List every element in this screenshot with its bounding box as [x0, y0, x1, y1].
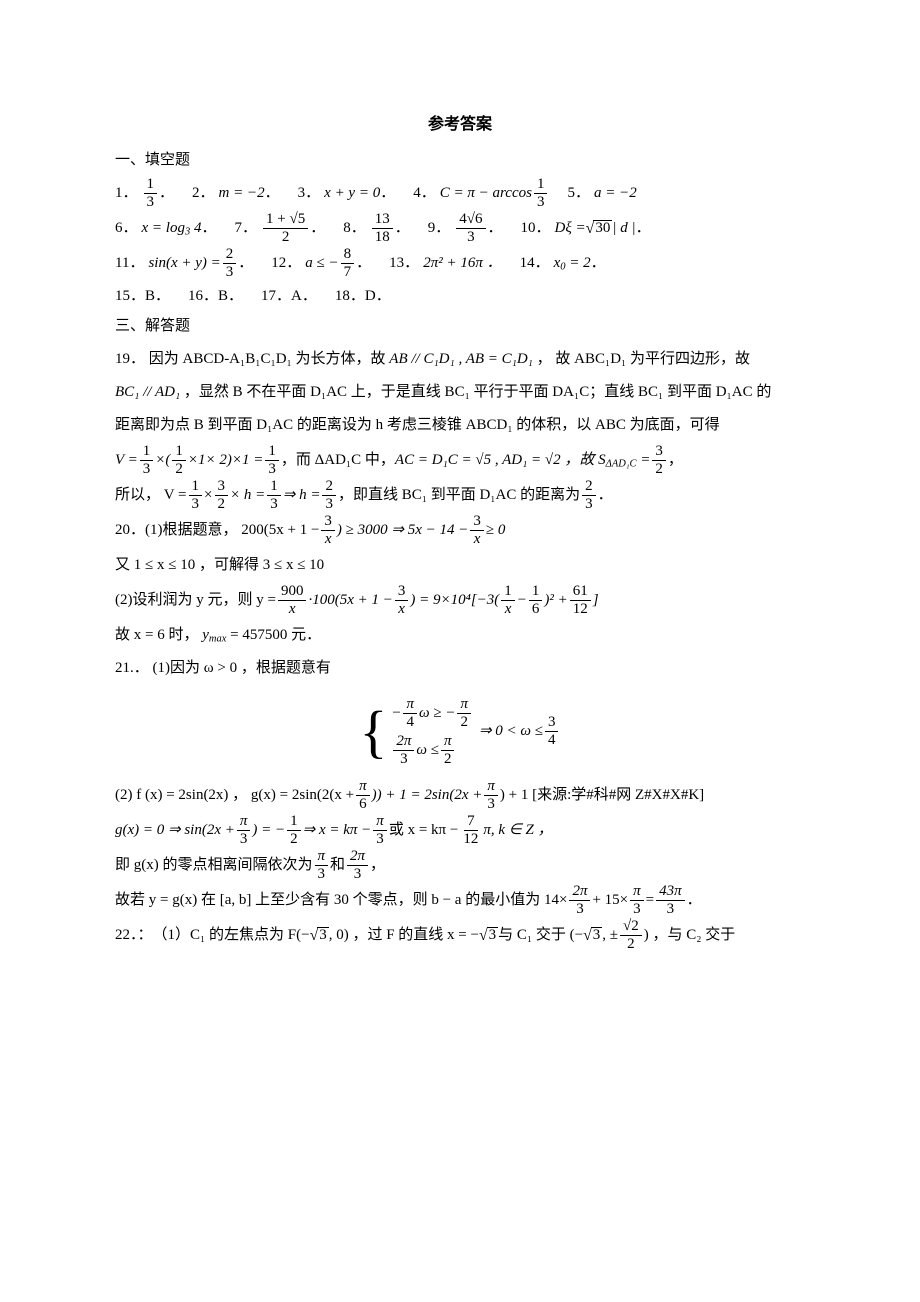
answer-key-page: 参考答案 一、填空题 1． 13 ． 2． m = −2 ． 3． x + y …: [0, 0, 920, 1014]
brace-result: ⇒ 0 < ω ≤ 34: [479, 715, 561, 748]
ans-2: 2． m = −2 ．: [192, 179, 280, 208]
q21-brace: { − π4 ω ≥ − π2 2π3 ω ≤ π2 ⇒ 0 <: [115, 689, 805, 775]
page-title: 参考答案: [115, 110, 805, 140]
section-fill-heading: 一、填空题: [115, 146, 805, 175]
answers-row-4: 15．B． 16．B． 17．A． 18．D．: [115, 282, 805, 311]
q21-line3: g(x) = 0 ⇒ sin(2x + π3 ) = − 12 ⇒ x = kπ…: [115, 814, 805, 847]
section-solve-heading: 三、解答题: [115, 312, 805, 341]
ans-18: 18．D．: [335, 282, 391, 311]
ans-7: 7． 1 + √52 ．: [234, 212, 325, 245]
q19-line5: 所以， V = 13 × 32 × h = 13 ⇒ h = 23 ，即直线 B…: [115, 479, 805, 512]
ans-13: 13． 2π² + 16π ．: [389, 249, 501, 278]
ans-9: 9． 4√63 ．: [428, 212, 503, 245]
ans-4: 4． C = π − arccos 13: [413, 177, 549, 210]
answers-row-1: 1． 13 ． 2． m = −2 ． 3． x + y = 0 ． 4． C …: [115, 177, 805, 210]
ans-3: 3． x + y = 0 ．: [298, 179, 396, 208]
q19-line2: BC₁ // AD₁ ，显然 B 不在平面 D₁AC 上，于是直线 BC₁ 平行…: [115, 376, 805, 409]
answers-row-3: 11． sin(x + y) = 23 ． 12． a ≤ − 87 ． 13．…: [115, 247, 805, 280]
answers-row-2: 6． x = log3 4 ． 7． 1 + √52 ． 8． 1318 ． 9…: [115, 212, 805, 245]
q19-line1: 19． 因为 ABCD-A₁B₁C₁D₁ 为长方体，故 AB // C₁D₁ ,…: [115, 343, 805, 376]
q21-line4: 即 g(x) 的零点相离间隔依次为 π3 和 2π3 ，: [115, 849, 805, 882]
q21: 21.． (1)因为 ω > 0 ，根据题意有 { − π4 ω ≥ − π2 …: [115, 652, 805, 917]
q22: 22．： （1）C₁ 的左焦点为 F(− 3 , 0) ，过 F 的直线 x =…: [115, 919, 805, 952]
ans-11: 11． sin(x + y) = 23 ．: [115, 247, 253, 280]
q20-line1: 20． (1)根据题意， 200(5x + 1 − 3x ) ≥ 3000 ⇒ …: [115, 514, 805, 547]
ans-14: 14． x0 = 2 ．: [520, 249, 606, 278]
ans-10: 10． Dξ = 30 | d | ．: [521, 214, 651, 243]
ans-1: 1． 13 ．: [115, 177, 174, 210]
q20-line2: 又 1 ≤ x ≤ 10 ，可解得 3 ≤ x ≤ 10: [115, 549, 805, 582]
ans-17: 17．A．: [261, 282, 317, 311]
left-brace-icon: {: [360, 703, 388, 761]
ans-5: 5． a = −2: [567, 179, 636, 208]
q19: 19． 因为 ABCD-A₁B₁C₁D₁ 为长方体，故 AB // C₁D₁ ,…: [115, 343, 805, 512]
q20-line3: (2)设利润为 y 元，则 y = 900x ·100(5x + 1 − 3x …: [115, 584, 805, 617]
q21-line1: 21.． (1)因为 ω > 0 ，根据题意有: [115, 652, 805, 685]
q21-line5: 故若 y = g(x) 在 [a, b] 上至少含有 30 个零点，则 b − …: [115, 884, 805, 917]
ans-16: 16．B．: [188, 282, 243, 311]
q19-line3: 距离即为点 B 到平面 D₁AC 的距离设为 h 考虑三棱锥 ABCD₁ 的体积…: [115, 409, 805, 442]
brace-row-2: 2π3 ω ≤ π2: [391, 734, 473, 767]
q21-line2: (2) f (x) = 2sin(2x) ， g(x) = 2sin(2(x +…: [115, 779, 805, 812]
ans-8: 8． 1318 ．: [343, 212, 410, 245]
ans-6: 6． x = log3 4 ．: [115, 214, 216, 243]
ans-15: 15．B．: [115, 282, 170, 311]
q20-line4: 故 x = 6 时， ymax = 457500 元．: [115, 619, 805, 652]
ans-12: 12． a ≤ − 87 ．: [271, 247, 371, 280]
q22-line1: 22．： （1）C₁ 的左焦点为 F(− 3 , 0) ，过 F 的直线 x =…: [115, 919, 805, 952]
brace-row-1: − π4 ω ≥ − π2: [391, 697, 473, 730]
q19-line4: V = 13 ×( 12 ×1× 2)×1 = 13 ，而 ΔAD₁C 中， A…: [115, 444, 805, 477]
q20: 20． (1)根据题意， 200(5x + 1 − 3x ) ≥ 3000 ⇒ …: [115, 514, 805, 652]
